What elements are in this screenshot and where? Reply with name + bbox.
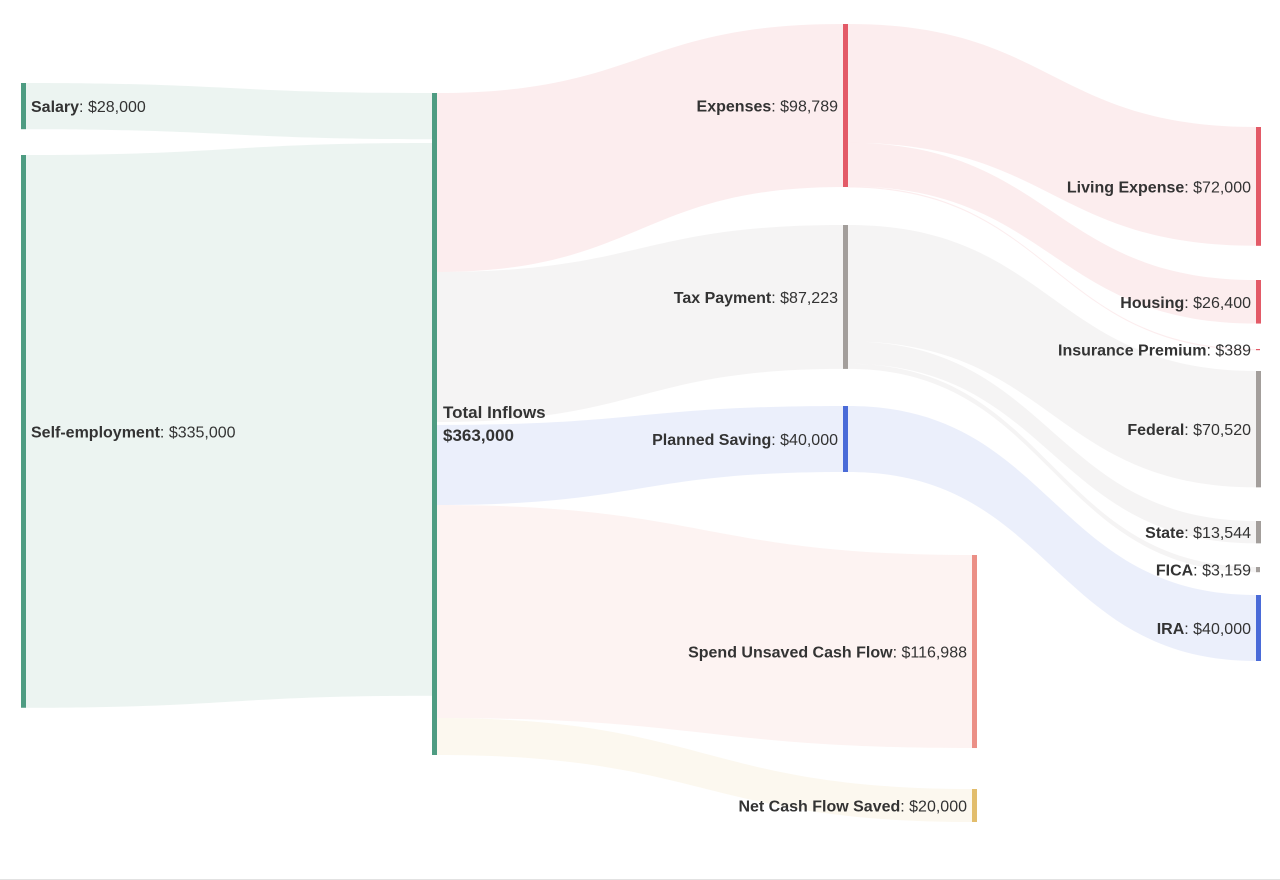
label-total: Total Inflows $363,000 — [443, 403, 546, 445]
link-tax-federal — [848, 225, 1256, 488]
label-fica-value: : $3,159 — [1193, 563, 1251, 580]
label-total-value: $363,000 — [443, 426, 514, 445]
label-living: Living Expense: $72,000 — [1067, 179, 1251, 196]
sankey-nodes — [21, 24, 1261, 822]
label-saving: Planned Saving: $40,000 — [652, 432, 838, 449]
label-state-name: State — [1145, 525, 1184, 542]
label-selfemp: Self-employment: $335,000 — [31, 424, 236, 441]
label-fica-name: FICA — [1156, 563, 1194, 580]
link-salary-total — [26, 83, 432, 140]
link-expenses-housing — [848, 142, 1256, 324]
node-federal[interactable] — [1256, 371, 1261, 488]
node-salary[interactable] — [21, 83, 26, 130]
label-state: State: $13,544 — [1145, 525, 1251, 542]
label-living-name: Living Expense — [1067, 179, 1184, 196]
link-tax-state — [848, 341, 1256, 544]
node-unsaved[interactable] — [972, 555, 977, 749]
label-saving-value: : $40,000 — [771, 432, 838, 449]
label-insurance-name: Insurance Premium — [1058, 343, 1207, 360]
label-fica: FICA: $3,159 — [1156, 563, 1251, 580]
label-federal-name: Federal — [1127, 422, 1184, 439]
label-salary-value: : $28,000 — [79, 99, 146, 116]
node-selfemp[interactable] — [21, 155, 26, 708]
link-selfemp-total — [26, 143, 432, 708]
node-expenses[interactable] — [843, 24, 848, 188]
label-housing: Housing: $26,400 — [1120, 295, 1251, 312]
node-ira[interactable] — [1256, 595, 1261, 661]
node-fica[interactable] — [1256, 567, 1260, 573]
label-salary: Salary: $28,000 — [31, 99, 146, 116]
node-living[interactable] — [1256, 127, 1261, 246]
label-total-name: Total Inflows — [443, 403, 546, 422]
label-expenses-name: Expenses — [697, 99, 772, 116]
label-selfemp-value: : $335,000 — [160, 424, 236, 441]
label-netsaved-value: : $20,000 — [900, 799, 967, 816]
label-tax-name: Tax Payment — [674, 290, 772, 307]
node-saving[interactable] — [843, 406, 848, 472]
label-ira: IRA: $40,000 — [1157, 621, 1251, 638]
label-netsaved: Net Cash Flow Saved: $20,000 — [738, 799, 967, 816]
label-federal: Federal: $70,520 — [1127, 422, 1251, 439]
label-selfemp-name: Self-employment — [31, 424, 161, 441]
sankey-links — [26, 24, 1256, 822]
label-ira-name: IRA — [1157, 621, 1185, 638]
link-total-expenses — [437, 24, 843, 272]
label-state-value: : $13,544 — [1184, 525, 1251, 542]
label-insurance: Insurance Premium: $389 — [1058, 343, 1251, 360]
label-housing-value: : $26,400 — [1184, 295, 1251, 312]
link-expenses-living — [848, 24, 1256, 246]
link-total-unsaved — [437, 505, 972, 749]
node-housing[interactable] — [1256, 280, 1261, 324]
sankey-labels: Salary: $28,000 Self-employment: $335,000… — [31, 99, 1251, 816]
node-tax[interactable] — [843, 225, 848, 369]
link-total-tax — [437, 225, 843, 422]
link-saving-ira — [848, 406, 1256, 661]
label-unsaved-value: : $116,988 — [893, 645, 968, 662]
label-unsaved-name: Spend Unsaved Cash Flow — [688, 645, 893, 662]
label-unsaved: Spend Unsaved Cash Flow: $116,988 — [688, 645, 967, 662]
link-total-saving — [437, 406, 843, 505]
node-state[interactable] — [1256, 521, 1261, 544]
link-tax-fica — [848, 363, 1256, 573]
label-ira-value: : $40,000 — [1184, 621, 1251, 638]
node-total[interactable] — [432, 93, 437, 755]
node-netsaved[interactable] — [972, 789, 977, 822]
link-total-netsaved — [437, 718, 972, 822]
label-salary-name: Salary — [31, 99, 79, 116]
label-netsaved-name: Net Cash Flow Saved — [738, 799, 900, 816]
label-tax: Tax Payment: $87,223 — [674, 290, 838, 307]
label-saving-name: Planned Saving — [652, 432, 771, 449]
label-living-value: : $72,000 — [1184, 179, 1251, 196]
label-federal-value: : $70,520 — [1184, 422, 1251, 439]
label-tax-value: : $87,223 — [771, 290, 838, 307]
node-insurance[interactable] — [1256, 349, 1260, 351]
link-expenses-insurance — [848, 186, 1256, 351]
label-expenses-value: : $98,789 — [771, 99, 838, 116]
label-insurance-value: : $389 — [1207, 343, 1252, 360]
label-expenses: Expenses: $98,789 — [697, 99, 839, 116]
label-housing-name: Housing — [1120, 295, 1184, 312]
